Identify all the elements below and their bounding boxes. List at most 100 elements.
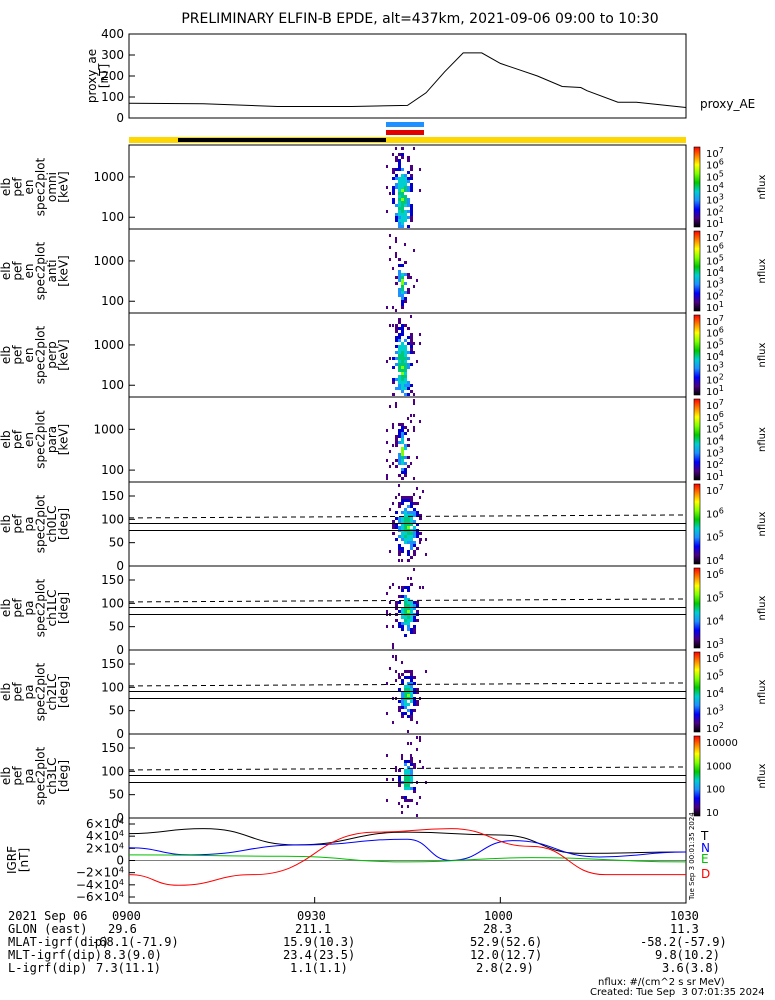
heatmap-cell <box>404 426 407 429</box>
igrf-ytick-label-4: −2×104 <box>76 866 124 880</box>
heatmap-cell <box>407 363 410 366</box>
spec-para-colorbar-tick-6-exp: 1 <box>719 469 724 478</box>
heatmap-cell <box>398 526 401 529</box>
proxy-ae-panel: proxy_AE 400 300 200 100 0 proxy_ae[nT] <box>85 27 755 125</box>
spec-perp-colorbar-tick-2: 105 <box>706 337 724 351</box>
heatmap-cell <box>416 691 419 694</box>
heatmap-cell <box>413 526 416 529</box>
heatmap-cell <box>410 502 413 505</box>
heatmap-cell <box>398 502 401 505</box>
heatmap-speck <box>392 324 394 327</box>
heatmap-cell <box>398 517 401 520</box>
heatmap-cell <box>410 204 413 207</box>
heatmap-speck <box>395 405 397 408</box>
heatmap-cell <box>407 216 410 219</box>
heatmap-speck <box>395 255 397 258</box>
heatmap-cell <box>401 423 404 426</box>
spec-omni-colorbar-tick-0: 107 <box>706 146 724 160</box>
heatmap-cell <box>407 526 410 529</box>
heatmap-cell <box>410 523 413 526</box>
pa-ch0-ylabel: elbpefpaspec2plotch0LC[deg] <box>0 494 71 553</box>
heatmap-cell <box>413 514 416 517</box>
pa-ch2-colorbar-tick-0-exp: 6 <box>719 651 724 660</box>
pa-ch1-colorbar-tick-1: 105 <box>706 590 724 604</box>
heatmap-speck <box>395 402 397 405</box>
heatmap-cell <box>401 550 404 553</box>
pa-ch1-colorbar-tick-3-base: 10 <box>706 640 719 651</box>
heatmap-speck <box>386 474 388 477</box>
heatmap-cell <box>404 769 407 772</box>
heatmap-cell <box>416 604 419 607</box>
spec-para-colorbar-tick-6: 101 <box>706 469 724 483</box>
pa-ch0-ytick-label-2: 50 <box>109 536 124 550</box>
heatmap-cell <box>398 333 401 336</box>
heatmap-cell <box>407 589 410 592</box>
heatmap-speck <box>386 682 388 685</box>
heatmap-speck <box>389 586 391 589</box>
heatmap-cell <box>392 177 395 180</box>
spec-perp-ylabel-line-3: spec2plot <box>34 325 48 384</box>
heatmap-speck <box>395 670 397 673</box>
heatmap-speck <box>413 342 415 345</box>
heatmap-cell <box>395 219 398 222</box>
proxy-ae-line <box>128 52 687 108</box>
heatmap-cell <box>392 189 395 192</box>
heatmap-cell <box>398 159 401 162</box>
pa-ch3-bounce-loss-cone-line <box>128 766 687 771</box>
orbit-state-bars <box>129 122 686 143</box>
heatmap-cell <box>401 198 404 201</box>
heatmap-cell <box>401 219 404 222</box>
spec-para-colorbar-tick-2: 105 <box>706 422 724 436</box>
spec-para-colorbar-tick-0: 107 <box>706 398 724 412</box>
heatmap-cell <box>398 378 401 381</box>
spec-perp-colorbar-tick-6: 101 <box>706 384 724 398</box>
heatmap-cell <box>398 279 401 282</box>
heatmap-cell <box>407 766 410 769</box>
heatmap-cell <box>398 153 401 156</box>
heatmap-cell <box>407 505 410 508</box>
heatmap-speck <box>392 502 394 505</box>
pa-ch0-colorbar-tick-2: 105 <box>706 530 724 544</box>
ae-ytick-label-0: 400 <box>101 27 124 41</box>
heatmap-cell <box>404 375 407 378</box>
pa-ch1-colorbar-tick-2-base: 10 <box>706 617 719 628</box>
heatmap-cell <box>404 381 407 384</box>
proxy-ae-series-label: proxy_AE <box>700 97 755 111</box>
heatmap-cell <box>404 393 407 396</box>
igrf-ytick-label-5-exp: 4 <box>119 878 124 887</box>
heatmap-cell <box>398 610 401 613</box>
heatmap-cell <box>407 691 410 694</box>
igrf-ytick-label-6-base: −6×10 <box>76 890 119 904</box>
heatmap-cell <box>395 511 398 514</box>
igrf-legend-D: D <box>701 867 710 881</box>
heatmap-cell <box>407 351 410 354</box>
pa-ch2-colorbar-tick-3-exp: 3 <box>719 704 724 713</box>
heatmap-speck <box>386 712 388 715</box>
pa-ch2-colorbar-tick-1-exp: 5 <box>719 669 724 678</box>
footer-mlt-label: MLT-igrf(dip) <box>8 948 102 962</box>
heatmap-cell <box>416 502 419 505</box>
heatmap-cell <box>404 366 407 369</box>
heatmap-speck <box>395 309 397 312</box>
pa-ch0-ylabel-line-4: ch0LC <box>45 506 59 543</box>
heatmap-cell <box>401 426 404 429</box>
spec-omni-ylabel: elbpefenspec2plotomni[keV] <box>0 157 71 216</box>
heatmap-speck <box>386 459 388 462</box>
heatmap-speck <box>416 456 418 459</box>
heatmap-cell <box>404 444 407 447</box>
heatmap-cell <box>407 393 410 396</box>
heatmap-cell <box>410 520 413 523</box>
footer-time-0930: 0930 <box>297 909 326 923</box>
spec-perp-heatmap <box>386 315 421 396</box>
heatmap-cell <box>398 363 401 366</box>
heatmap-cell <box>401 622 404 625</box>
heatmap-cell <box>401 523 404 526</box>
heatmap-cell <box>401 477 404 480</box>
heatmap-cell <box>407 616 410 619</box>
heatmap-cell <box>407 387 410 390</box>
igrf-ytick-label-4-base: −2×10 <box>76 866 119 880</box>
heatmap-cell <box>407 384 410 387</box>
spec-omni-colorbar-tick-6-base: 10 <box>706 219 719 230</box>
heatmap-cell <box>398 192 401 195</box>
heatmap-cell <box>410 772 413 775</box>
